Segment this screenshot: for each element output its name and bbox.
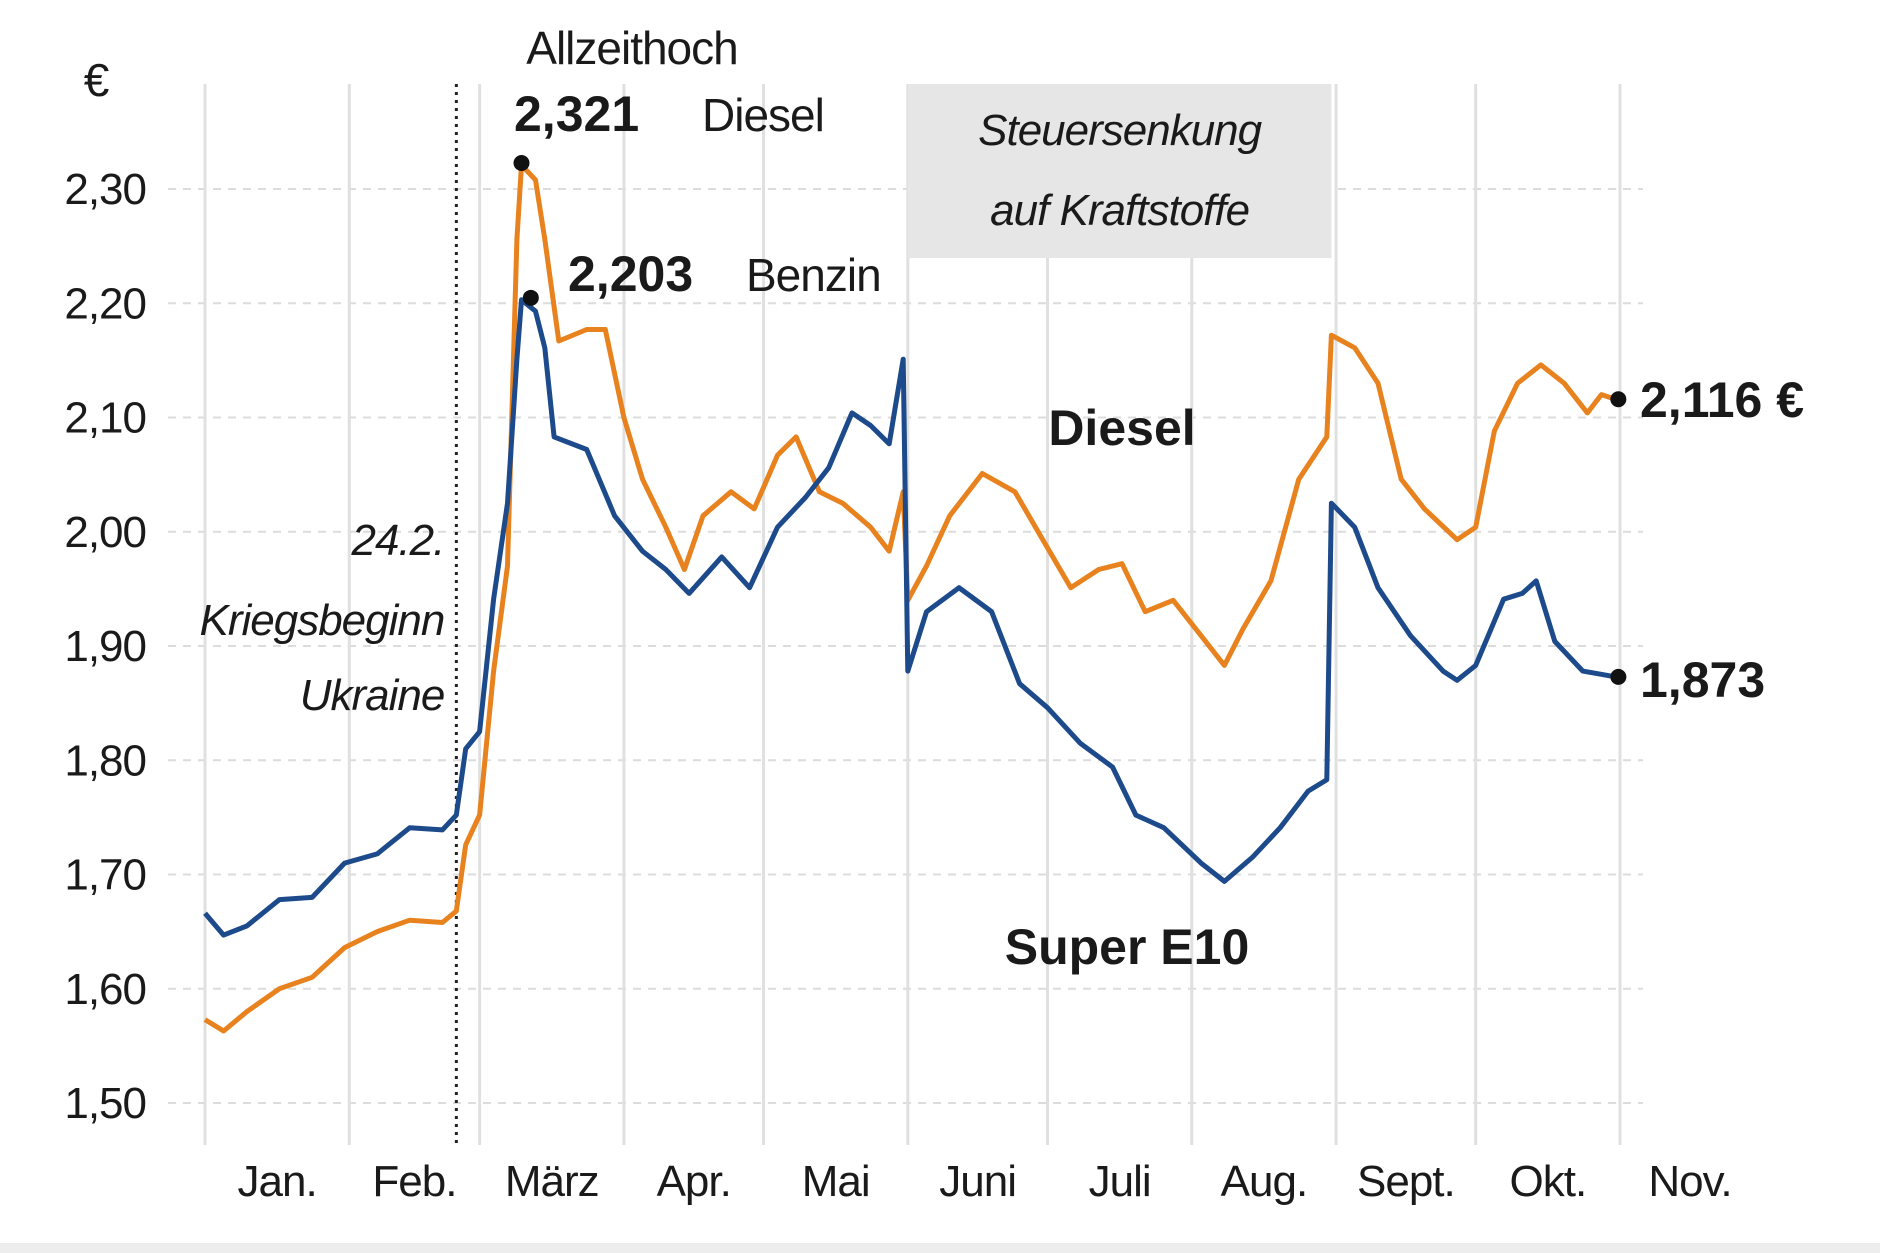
- x-tick-label: Mai: [802, 1157, 870, 1206]
- y-tick-label: 2,30: [64, 165, 146, 214]
- x-tick-label: Feb.: [372, 1157, 456, 1206]
- x-tick-label: Jan.: [238, 1157, 317, 1206]
- x-tick-label: Juni: [939, 1157, 1016, 1206]
- tax-cut-label-line2: auf Kraftstoffe: [990, 186, 1249, 235]
- super-e10-series-label: Super E10: [1005, 919, 1250, 975]
- x-tick-label: März: [505, 1157, 599, 1206]
- y-tick-label: 1,50: [64, 1079, 146, 1128]
- x-tick-label: Juli: [1089, 1157, 1151, 1206]
- benzin-end-value: 1,873: [1640, 652, 1765, 708]
- benzin-peak-value: 2,203: [568, 246, 693, 302]
- y-tick-label: 1,60: [64, 965, 146, 1014]
- benzin-end-dot: [1610, 668, 1627, 685]
- y-tick-label: 1,90: [64, 622, 146, 671]
- x-tick-label: Apr.: [657, 1157, 731, 1206]
- diesel-end-value: 2,116 €: [1640, 372, 1804, 428]
- y-tick-label: 1,80: [64, 736, 146, 785]
- war-label-line2: Ukraine: [300, 671, 445, 720]
- war-label-line1: Kriegsbeginn: [199, 596, 444, 645]
- x-axis-month-labels: Jan. Feb. März Apr. Mai Juni Juli Aug. Sept. Okt.…: [238, 1157, 1733, 1206]
- y-axis-tick-labels: 2,30 2,20 2,10 2,00 1,90 1,80 1,70 1,60 1,50: [64, 165, 147, 1128]
- series-line-super-e10: [203, 297, 1616, 938]
- all-time-high-title: Allzeithoch: [526, 22, 737, 74]
- y-tick-label: 2,00: [64, 508, 146, 557]
- marker-dots: [513, 155, 1627, 685]
- x-tick-label: Aug.: [1221, 1157, 1308, 1206]
- x-tick-label: Nov.: [1648, 1157, 1731, 1206]
- series-lines: [203, 162, 1617, 1034]
- y-tick-label: 2,20: [64, 279, 146, 328]
- diesel-end-dot: [1610, 391, 1627, 408]
- bottom-bar: [0, 1243, 1880, 1253]
- x-tick-label: Okt.: [1510, 1157, 1587, 1206]
- y-tick-label: 1,70: [64, 851, 146, 900]
- x-tick-label: Sept.: [1357, 1157, 1455, 1206]
- y-tick-label: 2,10: [64, 394, 146, 443]
- war-date-label: 24.2.: [350, 516, 444, 565]
- grid: [168, 84, 1643, 1145]
- benzin-peak-dot: [522, 289, 539, 306]
- diesel-series-label: Diesel: [1048, 400, 1195, 456]
- diesel-peak-label: Diesel: [702, 89, 824, 141]
- y-axis-unit: €: [84, 54, 109, 106]
- diesel-peak-dot: [513, 155, 530, 172]
- tax-cut-label-line1: Steuersenkung: [978, 106, 1263, 155]
- tax-cut-band: [907, 84, 1332, 258]
- benzin-peak-label: Benzin: [746, 249, 881, 301]
- series-line-diesel: [203, 162, 1617, 1034]
- diesel-peak-value: 2,321: [514, 86, 639, 142]
